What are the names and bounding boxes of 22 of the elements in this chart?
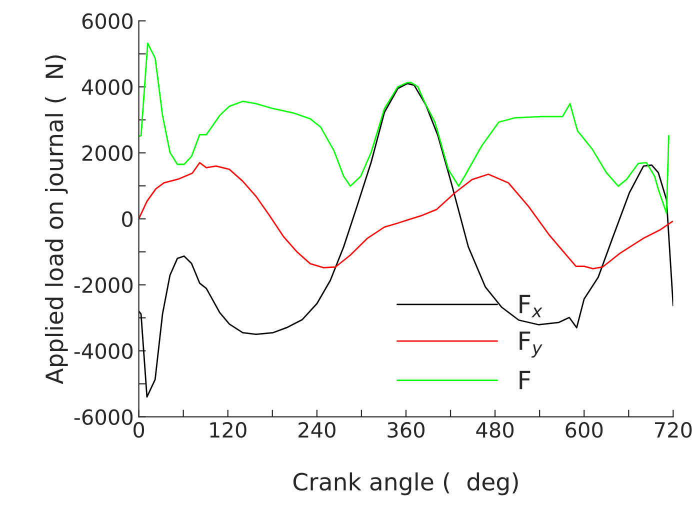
y-tick-label: 6000 [82,13,133,30]
x-tick-label: 480 [476,422,514,438]
y-tick-label: -6000 [74,409,133,426]
line-series [138,82,674,398]
x-tick-label: 120 [210,422,246,438]
y-tick-label: 2000 [82,145,133,162]
line-series [138,162,674,270]
x-tick-label: 0 [134,422,144,438]
y-tick-label: 4000 [82,79,133,96]
legend-label: F$_{x}$ [520,294,542,318]
x-tick-label: 720 [655,422,692,438]
x-axis-title: Crank angle ( deg) [293,472,518,496]
x-tick-label: 240 [298,422,336,438]
y-tick-label: -2000 [74,277,133,294]
legend-label: F [520,370,530,390]
x-tick-label: 600 [566,422,603,438]
x-tick-label: 360 [388,422,424,438]
line-series [138,42,670,214]
y-tick-label: 0 [122,211,133,228]
legend-label: F$_{y}$ [520,332,542,358]
y-tick-label: -4000 [74,343,133,360]
y-axis-title: Applied load on journal ( N) [44,55,68,384]
